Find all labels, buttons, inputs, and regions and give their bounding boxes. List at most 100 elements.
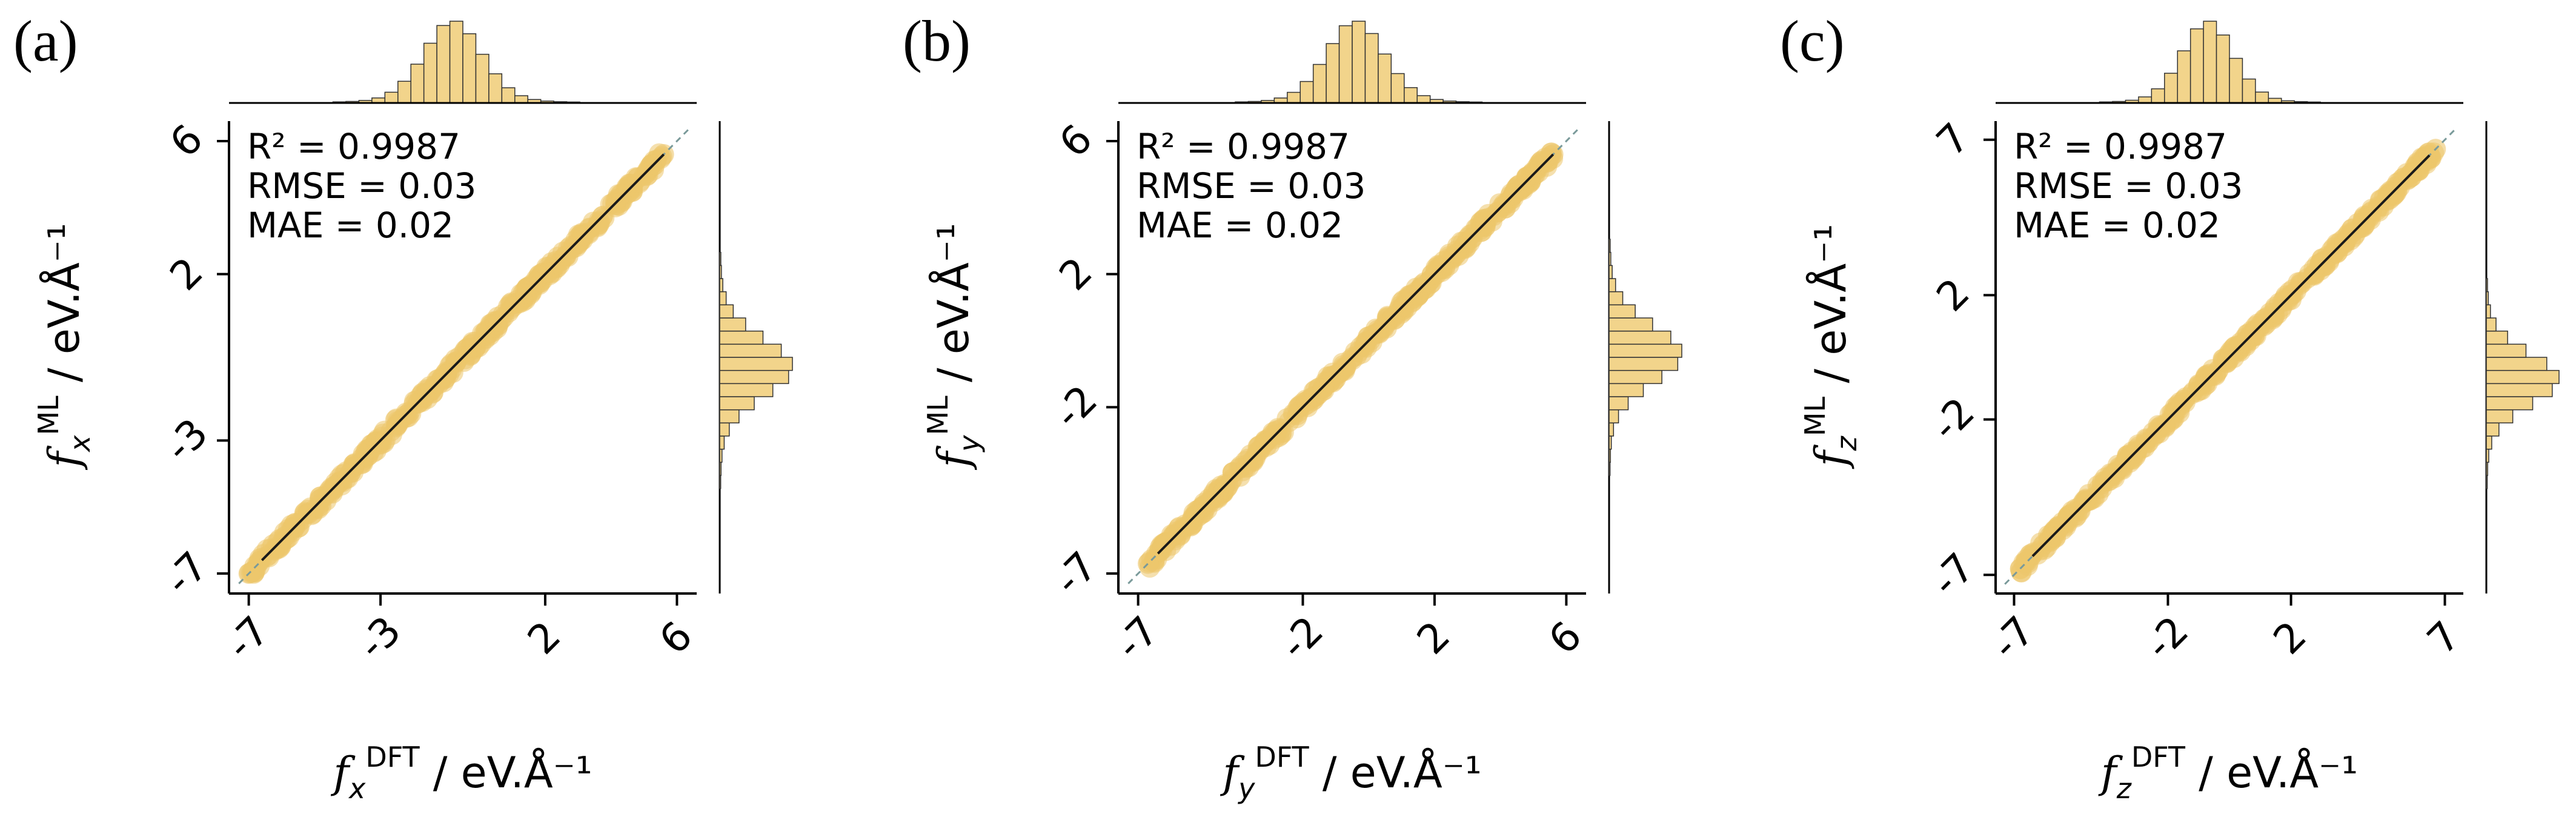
histogram-bar xyxy=(719,304,734,319)
y-tick-label: -7 xyxy=(156,543,217,604)
histogram-bar xyxy=(2486,461,2488,476)
y-tick-label: -2 xyxy=(1045,377,1106,438)
y-axis-label: fxML / eV.Å⁻¹ xyxy=(32,223,96,471)
histogram-bar xyxy=(1608,357,1679,371)
histogram-bar xyxy=(719,317,746,332)
histogram-bar xyxy=(475,53,490,104)
histogram-bar xyxy=(1352,21,1366,104)
histogram-bar xyxy=(2486,409,2514,424)
data-point xyxy=(594,207,615,228)
histogram-bar xyxy=(1608,369,1662,385)
histogram-bar xyxy=(2216,35,2230,104)
histogram-bar xyxy=(1608,291,1624,306)
fit-line xyxy=(2031,154,2431,557)
histogram-bar xyxy=(2486,475,2488,489)
histogram-bar xyxy=(2486,291,2489,306)
histogram-bar xyxy=(719,396,755,411)
top-histogram xyxy=(1996,21,2463,104)
histogram-bar xyxy=(436,25,451,104)
y-tick-label: -3 xyxy=(156,409,217,471)
histogram-bar xyxy=(719,448,723,463)
histogram-bar xyxy=(719,251,722,266)
y-axis-label: fyML / eV.Å⁻¹ xyxy=(921,223,986,471)
histogram-bar xyxy=(1608,448,1611,463)
histogram-bar xyxy=(719,291,727,306)
histogram-bar xyxy=(2486,304,2491,319)
y-tick-label: 2 xyxy=(161,248,212,299)
histogram-bar xyxy=(1608,265,1613,279)
data-point xyxy=(2092,471,2113,492)
histogram-bar xyxy=(1608,304,1636,319)
histogram-bar xyxy=(397,81,411,104)
data-point xyxy=(1433,251,1454,272)
histogram-bar xyxy=(719,435,725,450)
data-point xyxy=(1507,176,1529,197)
histogram-bar xyxy=(1312,64,1327,104)
data-point xyxy=(319,480,340,501)
histogram-bar xyxy=(1608,409,1619,424)
data-point xyxy=(2143,426,2164,448)
top-histogram xyxy=(1118,21,1586,104)
data-point xyxy=(1248,436,1269,457)
histogram-bar xyxy=(2486,396,2534,411)
data-point xyxy=(617,182,639,203)
x-tick-label: 2 xyxy=(519,612,569,663)
histogram-bar xyxy=(1608,317,1653,332)
stat-mae: MAE = 0.02 xyxy=(1137,205,1343,246)
histogram-bar xyxy=(1404,87,1418,104)
histogram-bar xyxy=(1608,278,1616,293)
data-point xyxy=(2051,512,2073,533)
histogram-bar xyxy=(2203,21,2217,104)
histogram-bar xyxy=(719,343,782,358)
histogram-bar xyxy=(2138,96,2153,104)
fit-line xyxy=(261,153,665,561)
histogram-bar xyxy=(2255,91,2269,104)
data-point xyxy=(1351,343,1372,364)
histogram-bar xyxy=(449,21,463,104)
histogram-bar xyxy=(1378,53,1392,104)
histogram-bar xyxy=(1326,43,1340,104)
histogram-bar xyxy=(1608,422,1615,437)
data-point xyxy=(428,373,450,394)
histogram-bar xyxy=(719,278,723,293)
histogram-bar xyxy=(384,91,399,104)
stat-rmse: RMSE = 0.03 xyxy=(1137,165,1366,207)
y-axis-label: fzML / eV.Å⁻¹ xyxy=(1799,224,1863,470)
histogram-bar xyxy=(719,422,730,437)
y-tick-label: -7 xyxy=(1922,544,1983,605)
data-point xyxy=(359,438,380,459)
histogram-bar xyxy=(410,64,425,104)
x-tick-label: 6 xyxy=(651,612,702,663)
data-point xyxy=(1273,422,1294,443)
data-point xyxy=(2162,408,2183,429)
data-point xyxy=(2121,449,2142,470)
data-point xyxy=(1459,233,1480,254)
data-point xyxy=(2370,190,2391,211)
histogram-bar xyxy=(2229,58,2243,104)
panel-label: (b) xyxy=(903,8,971,73)
histogram-bar xyxy=(423,42,437,104)
histogram-bar xyxy=(488,73,503,104)
histogram-bar xyxy=(719,357,793,371)
x-tick-label: -2 xyxy=(2136,607,2197,669)
histogram-bar xyxy=(719,461,722,476)
x-tick-label: 7 xyxy=(2418,612,2469,663)
histogram-bar xyxy=(2486,435,2492,450)
histogram-bar xyxy=(719,475,722,489)
x-tick-label: 2 xyxy=(2265,612,2315,663)
histogram-bar xyxy=(2486,369,2560,385)
y-tick-label: -2 xyxy=(1922,389,1983,450)
fit-line xyxy=(1157,153,1555,555)
data-point xyxy=(542,262,563,283)
histogram-bar xyxy=(2486,448,2489,463)
data-point xyxy=(2326,242,2348,263)
y-tick-label: 2 xyxy=(1051,248,1101,299)
histogram-bar xyxy=(719,265,722,279)
panel-label: (c) xyxy=(1780,8,1845,73)
top-histogram xyxy=(229,21,697,104)
right-histogram xyxy=(719,121,793,594)
y-tick-label: 6 xyxy=(1051,116,1101,167)
